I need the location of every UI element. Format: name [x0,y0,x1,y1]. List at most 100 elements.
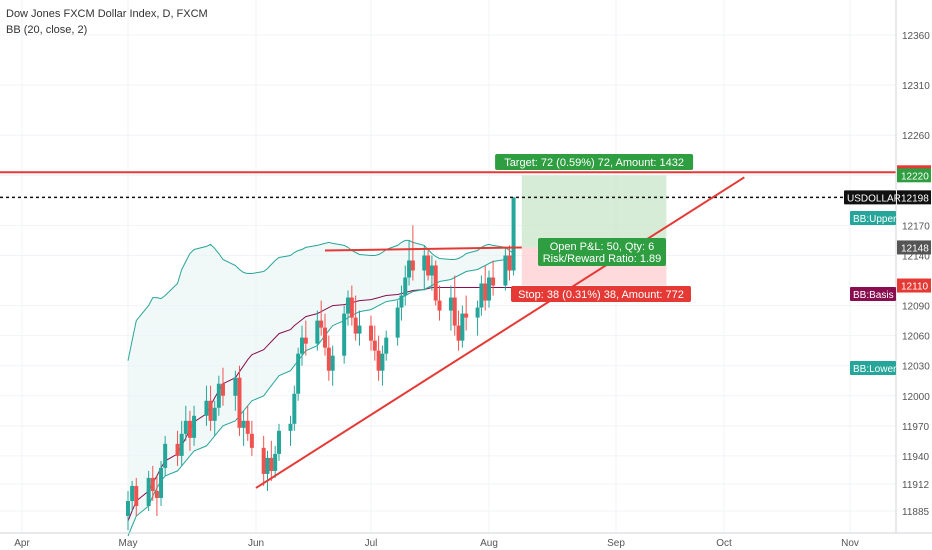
y-tick-label: 12310 [902,81,930,92]
x-tick-label: Apr [14,538,30,549]
y-tick-label: 12170 [902,221,930,232]
bb-upper-tag-bg [850,211,896,225]
candle-body [507,255,512,271]
candle-body [483,283,488,301]
candle-body [146,477,151,506]
candle-body [460,313,465,341]
candle-body [433,265,438,301]
candle-body [511,197,516,271]
stop-label-text: Stop: 38 (0.31%) 38, Amount: 772 [518,289,684,301]
bb-basis-tag-text: BB:Basis [853,290,894,301]
candle-body [288,423,293,431]
candle-body [487,277,491,301]
entry-price-tag-bg [897,240,931,255]
target-price-tag-text: 12220 [901,171,929,182]
candle-body [126,500,130,517]
x-tick-label: Jul [365,538,378,549]
candle-body [175,443,180,456]
candle-body [475,307,480,318]
target-label-bg [495,154,694,170]
candle-body [261,447,266,474]
candle-body [426,255,431,276]
candle-body [380,353,385,371]
last-price-tag-text: 12198 [901,193,929,204]
candle-body [277,430,281,454]
candle-body [342,313,347,356]
candle-body [187,420,192,438]
last-price-tag-bg [897,190,931,205]
candle-body [233,377,238,396]
candle-body [395,307,400,338]
candle-body [220,383,225,396]
candle-body [403,277,408,296]
target-zone [521,175,667,248]
stop-label-bg [511,286,691,302]
x-tick-label: Sep [607,538,625,549]
candle-body [249,433,254,448]
candle-body [456,325,461,341]
y-tick-label: 11970 [902,422,930,433]
candle-body [464,313,469,318]
candle-body [237,377,242,428]
bb-lower-tag-bg [850,361,896,375]
target-label: Target: 72 (0.59%) 72, Amount: 1432 [495,154,694,170]
y-tick-label: 12060 [902,332,930,343]
candle-body [376,350,381,371]
candle-body [326,347,331,371]
candle-body [269,457,274,471]
candle-body [346,297,350,314]
y-tick-label: 11940 [902,452,930,463]
y-tick-label: 11912 [902,480,930,491]
y-tick-label: 11885 [902,507,930,518]
candle-body [150,477,155,491]
candle-body [372,340,377,351]
candle-body [437,300,442,311]
usdollar-tag-text: USDOLLAR [847,193,901,204]
risk-reward-text: Risk/Reward Ratio: 1.89 [543,253,662,265]
candle-body [353,317,358,334]
candle-body [292,393,297,424]
bb-basis-tag-bg [850,287,896,301]
stop-label: Stop: 38 (0.31%) 38, Amount: 772 [511,286,691,302]
candle-body [319,320,324,328]
bb-band-fill [128,240,514,537]
candle-body [296,353,301,394]
usdollar-tag-bg [844,190,896,205]
support-trendline [255,176,745,489]
candle-body [349,297,354,318]
candle-body [399,295,404,308]
bb-lower-tag: BB:Lower [850,361,897,375]
candle-body [300,337,304,354]
candles [126,197,516,531]
candle-body [315,320,320,344]
x-tick-label: Aug [480,538,498,549]
x-tick-label: Oct [716,538,732,549]
candle-body [503,255,508,286]
y-tick-label: 12000 [902,392,930,403]
stop-price-tag-bg [897,278,931,293]
candle-body [410,260,415,271]
x-tick-label: Jun [248,538,264,549]
candle-body [163,443,168,468]
y-tick-label: 12260 [902,131,930,142]
x-tick-label: Nov [841,538,859,549]
y-tick-label: 12140 [902,251,930,262]
candle-body [479,283,484,308]
candle-body [452,297,457,326]
candle-body [179,433,184,456]
chart-title: Dow Jones FXCM Dollar Index, D, FXCM [6,8,208,20]
candle-body [192,415,197,438]
usdollar-tag: USDOLLAR [844,190,901,205]
candle-body [183,420,188,434]
candle-body [273,453,278,471]
y-tick-label: 12360 [902,31,930,42]
indicator-label: BB (20, close, 2) [6,24,88,36]
entry-price-tag: 12148 [897,240,931,255]
candle-body [369,325,373,341]
candle-body [245,420,250,434]
open-pnl-text: Open P&L: 50, Qty: 6 [550,241,655,253]
candle-body [448,297,453,311]
stop-price-tag: 12110 [897,278,931,293]
